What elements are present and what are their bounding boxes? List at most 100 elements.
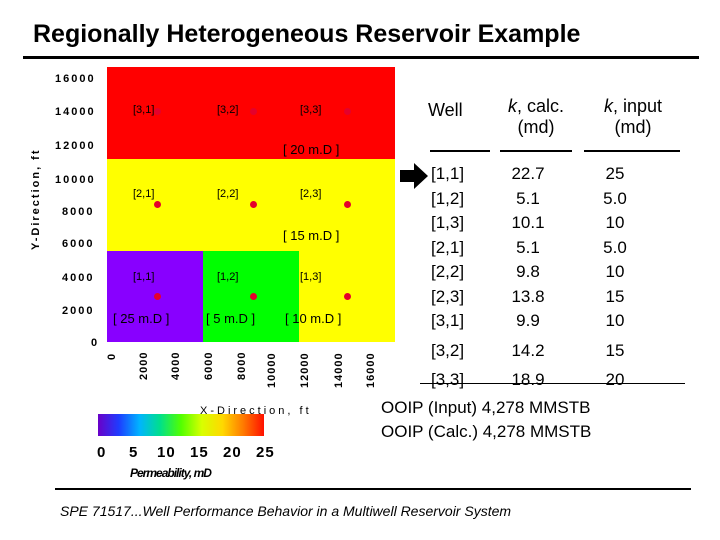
- x-tick: 6000: [203, 351, 215, 380]
- table-cell-calc: 10.1: [511, 213, 545, 232]
- reservoir-map: [3,1] [3,2] [3,3] [ 20 m.D ] [2,1] [2,2]…: [107, 67, 395, 342]
- x-tick: 0: [106, 352, 118, 360]
- table-cell-input: 10: [605, 213, 625, 232]
- x-tick: 10000: [266, 352, 278, 388]
- well-marker: [250, 293, 257, 300]
- cell-label-2-3: [2,3]: [300, 188, 322, 200]
- input-suffix: , input: [612, 96, 663, 116]
- zone-label-20md: [ 20 m.D ]: [283, 142, 340, 157]
- y-tick: 14000: [55, 106, 96, 118]
- colorbar-tick: 10: [157, 444, 176, 461]
- table-cell-calc: 9.8: [516, 262, 540, 281]
- x-tick: 14000: [333, 352, 345, 388]
- zone-label-5md: [ 5 m.D ]: [206, 311, 256, 326]
- cell-label-3-2: [3,2]: [217, 104, 239, 116]
- table-bottom-rule: [420, 383, 685, 384]
- y-tick: 10000: [55, 174, 96, 186]
- table-header-input: k, input (md): [588, 96, 678, 138]
- table-cell-well: [2,3]: [431, 286, 465, 306]
- table-cell-calc: 14.2: [511, 340, 545, 360]
- table-cell-input: 10: [605, 311, 625, 330]
- table-cell-input: 5.0: [603, 188, 627, 208]
- calc-suffix: , calc.: [516, 96, 564, 116]
- cell-label-1-1: [1,1]: [133, 271, 155, 283]
- table-cell-input: 20: [605, 370, 625, 389]
- table-cell-calc: 22.7: [511, 164, 545, 183]
- well-marker: [154, 293, 161, 300]
- cell-label-2-1: [2,1]: [133, 188, 155, 200]
- arrow-right-icon: [400, 163, 428, 189]
- table-header-calc: k, calc. (md): [496, 96, 576, 138]
- table-cell-well: [2,2]: [431, 262, 465, 281]
- x-tick: 2000: [138, 351, 150, 380]
- input-unit: (md): [614, 117, 652, 137]
- cell-label-2-2: [2,2]: [217, 188, 239, 200]
- well-marker: [344, 108, 351, 115]
- zone-label-10md: [ 10 m.D ]: [285, 311, 342, 326]
- header-rule: [430, 150, 490, 152]
- table-cell-well: [1,3]: [431, 213, 465, 232]
- table-cell-well: [1,1]: [431, 164, 465, 183]
- y-axis-label: Y-Direction, ft: [30, 148, 42, 250]
- header-rule: [500, 150, 572, 152]
- well-marker: [250, 201, 257, 208]
- well-marker: [154, 108, 161, 115]
- y-tick: 0: [91, 337, 100, 349]
- x-tick: 12000: [299, 352, 311, 388]
- table-cell-calc: 5.1: [516, 237, 540, 257]
- well-marker: [154, 201, 161, 208]
- colorbar-label: Permeability, mD: [130, 466, 212, 480]
- table-cell-input: 15: [605, 286, 625, 306]
- calc-unit: (md): [517, 117, 555, 137]
- ooip-calc: OOIP (Calc.) 4,278 MMSTB: [381, 422, 592, 441]
- slide-title: Regionally Heterogeneous Reservoir Examp…: [33, 20, 581, 48]
- header-rule: [584, 150, 680, 152]
- table-cell-input: 15: [605, 340, 625, 360]
- well-column: [1,1] [1,2] [1,3] [2,1] [2,2] [2,3] [3,1…: [431, 162, 464, 393]
- input-column: 25 5.0 10 5.0 10 15 10 15 20: [590, 162, 640, 393]
- y-tick: 8000: [62, 206, 95, 218]
- x-tick: 8000: [236, 351, 248, 380]
- table-cell-calc: 5.1: [516, 188, 540, 208]
- zone-label-25md: [ 25 m.D ]: [113, 311, 170, 326]
- title-divider: [23, 56, 699, 59]
- y-tick: 16000: [55, 73, 96, 85]
- colorbar-tick: 15: [190, 444, 209, 461]
- x-tick: 4000: [170, 351, 182, 380]
- footer-divider: [55, 488, 691, 490]
- cell-label-3-3: [3,3]: [300, 104, 322, 116]
- well-marker: [250, 108, 257, 115]
- y-tick: 6000: [62, 238, 95, 250]
- k-symbol: k: [603, 96, 613, 116]
- slide-footer: SPE 71517...Well Performance Behavior in…: [60, 503, 512, 519]
- table-cell-input: 10: [605, 262, 625, 281]
- cell-label-1-2: [1,2]: [217, 271, 239, 283]
- y-tick: 4000: [62, 272, 95, 284]
- colorbar-tick: 5: [129, 444, 139, 461]
- zone-label-15md: [ 15 m.D ]: [283, 228, 340, 243]
- permeability-colorbar: [98, 414, 264, 436]
- table-cell-well: [3,3]: [431, 370, 465, 389]
- cell-label-1-3: [1,3]: [300, 271, 322, 283]
- table-cell-input: 5.0: [603, 237, 627, 257]
- table-cell-well: [3,1]: [431, 311, 465, 330]
- y-tick: 2000: [62, 305, 95, 317]
- cell-label-3-1: [3,1]: [133, 104, 155, 116]
- table-header-well: Well: [428, 100, 463, 120]
- well-marker: [344, 293, 351, 300]
- table-cell-calc: 18.9: [511, 370, 545, 389]
- table-cell-well: [1,2]: [431, 188, 465, 208]
- x-tick: 16000: [365, 352, 377, 388]
- well-marker: [344, 201, 351, 208]
- table-cell-well: [2,1]: [431, 237, 465, 257]
- colorbar-tick: 0: [97, 444, 107, 461]
- table-cell-input: 25: [605, 164, 625, 183]
- table-cell-well: [3,2]: [431, 340, 465, 360]
- calc-column: 22.7 5.1 10.1 5.1 9.8 13.8 9.9 14.2 18.9: [498, 162, 558, 393]
- k-symbol: k: [507, 96, 517, 116]
- colorbar-tick: 25: [256, 444, 275, 461]
- table-cell-calc: 9.9: [516, 311, 540, 330]
- y-tick: 12000: [55, 140, 96, 152]
- table-cell-calc: 13.8: [511, 286, 545, 306]
- colorbar-tick: 20: [223, 444, 242, 461]
